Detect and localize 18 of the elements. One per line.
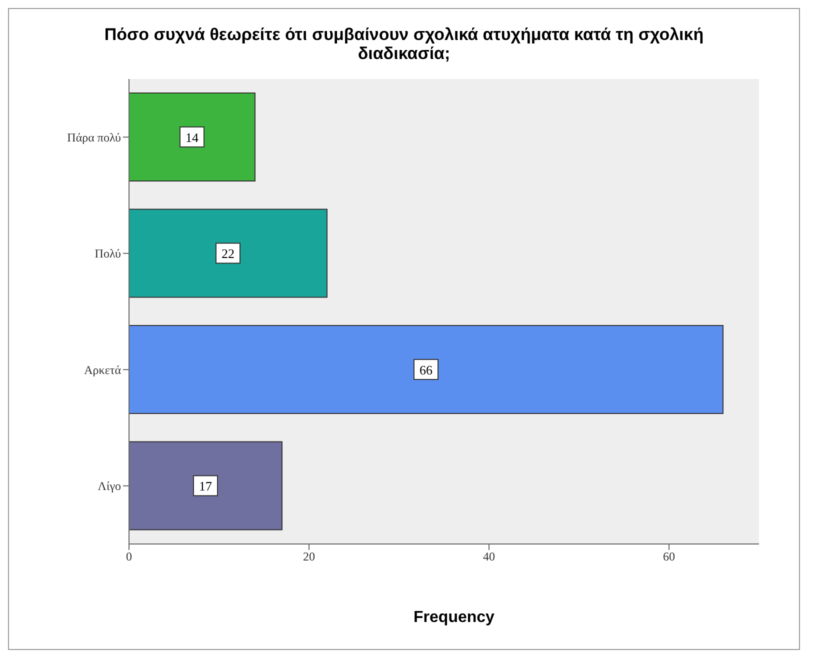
chart-title: Πόσο συχνά θεωρείτε ότι συμβαίνουν σχολικά ατυχήματα κατά τη σχολική διαδικασία; [103, 25, 705, 63]
y-tick-label: Πάρα πολύ [67, 130, 122, 144]
x-axis-title: Frequency [412, 609, 496, 627]
bar [129, 92, 256, 182]
data-label: 17 [199, 478, 212, 494]
y-tick-label: Αρκετά [84, 362, 122, 377]
x-tick-label: 20 [303, 550, 315, 564]
bar [129, 324, 724, 414]
y-tick-label: Λίγο [98, 479, 121, 494]
x-tick-label: 60 [663, 550, 675, 564]
y-tick-label: Πολύ [94, 246, 122, 261]
x-tick-label: 0 [126, 550, 132, 564]
bar [129, 208, 328, 298]
data-label: 14 [186, 130, 199, 145]
bar [129, 441, 282, 530]
data-label: 22 [222, 246, 234, 262]
x-tick-label: 40 [483, 550, 495, 564]
data-label: 66 [420, 362, 433, 378]
